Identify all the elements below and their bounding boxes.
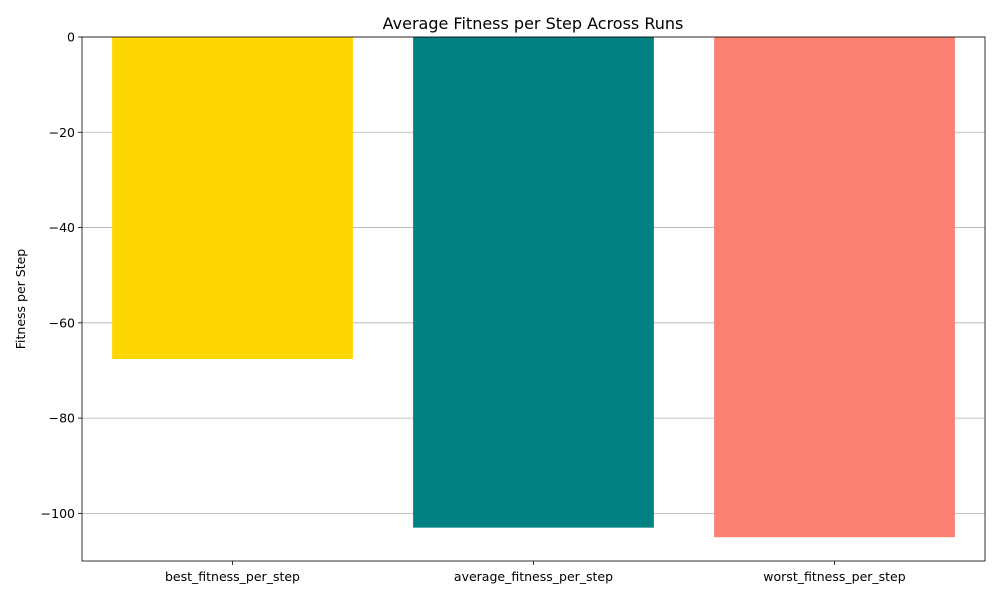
y-ticks: 0 −20 −40 −60 −80 −100	[41, 30, 82, 521]
x-tick-label: average_fitness_per_step	[454, 569, 613, 584]
bar-best-fitness-per-step	[112, 37, 353, 360]
y-tick-label: −20	[49, 125, 75, 140]
bars	[112, 37, 955, 538]
x-ticks: best_fitness_per_step average_fitness_per…	[165, 561, 906, 584]
y-tick-label: −100	[41, 506, 75, 521]
bar-average-fitness-per-step	[413, 37, 654, 528]
y-tick-label: −40	[49, 220, 75, 235]
y-tick-label: −80	[49, 411, 75, 426]
x-tick-label: worst_fitness_per_step	[763, 569, 905, 584]
chart-title: Average Fitness per Step Across Runs	[383, 14, 684, 33]
y-tick-label: 0	[67, 30, 75, 45]
y-tick-label: −60	[49, 315, 75, 330]
x-tick-label: best_fitness_per_step	[165, 569, 300, 584]
bar-worst-fitness-per-step	[714, 37, 955, 538]
y-axis-label: Fitness per Step	[13, 249, 28, 350]
